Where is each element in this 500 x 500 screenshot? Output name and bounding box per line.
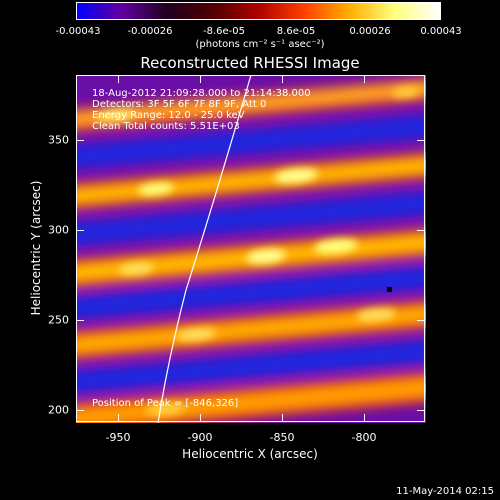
x-tick-label: -850 (269, 431, 295, 444)
x-tick-label: -900 (187, 431, 213, 444)
x-tick-label: -950 (105, 431, 131, 444)
y-axis-title: Heliocentric Y (arcsec) (29, 180, 43, 316)
method-text: Clean Total counts: 5.51E+03 (92, 121, 240, 132)
x-axis-title: Heliocentric X (arcsec) (182, 447, 318, 461)
colorbar-gradient (76, 2, 441, 20)
colorbar-tick-label: 0.00043 (420, 26, 462, 37)
colorbar-tick-label: -0.00026 (127, 26, 173, 37)
time-range-text: 18-Aug-2012 21:09:28.000 to 21:14:38.000 (92, 88, 311, 99)
colorbar-unit-label: (photons cm⁻² s⁻¹ asec⁻²) (195, 39, 325, 50)
image-title: Reconstructed RHESSI Image (140, 54, 360, 72)
energy-range-text: Energy Range: 12.0 - 25.0 keV (92, 110, 245, 121)
colorbar-tick-label: 0.00026 (349, 26, 391, 37)
y-tick-label: 200 (48, 403, 69, 417)
y-tick-label: 350 (48, 133, 69, 147)
image-canvas (76, 75, 426, 423)
generation-timestamp: 11-May-2014 02:15 (396, 486, 494, 497)
colorbar (76, 2, 441, 20)
colorbar-tick-label: -0.00043 (55, 26, 101, 37)
x-tick-label: -800 (351, 431, 377, 444)
colorbar-tick-label: -8.6e-05 (203, 26, 245, 37)
y-tick-label: 300 (48, 223, 69, 237)
plot-frame (76, 75, 425, 422)
rhessi-image (76, 75, 426, 423)
peak-position-text: Position of Peak = [-846,326] (92, 398, 239, 409)
y-tick-label: 250 (48, 313, 69, 327)
colorbar-tick-label: 8.6e-05 (276, 26, 316, 37)
colorbar-frame (76, 2, 441, 20)
detectors-text: Detectors: 3F 5F 6F 7F 8F 9F, Att 0 (92, 99, 267, 110)
